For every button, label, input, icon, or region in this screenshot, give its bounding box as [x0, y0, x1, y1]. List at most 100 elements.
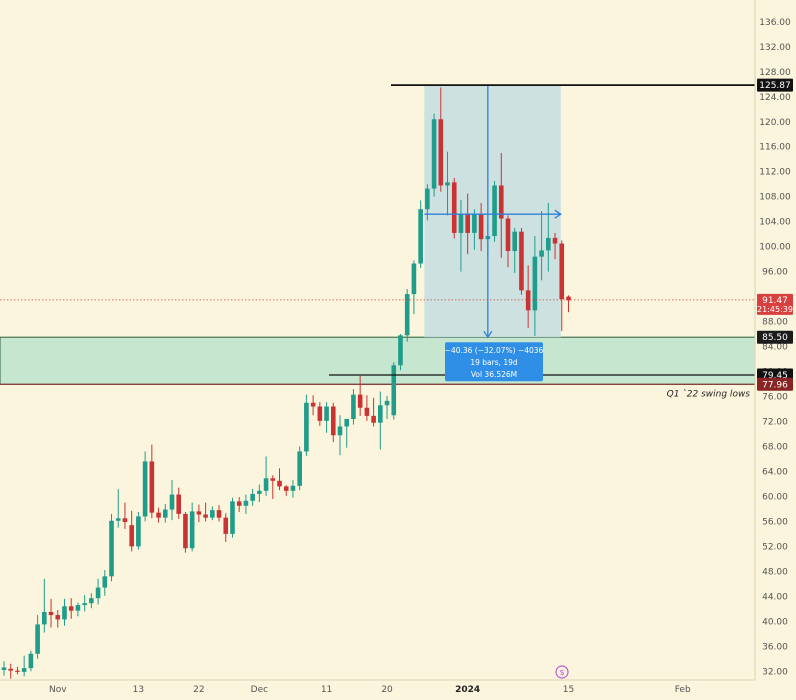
measure-info-line2: 19 bars, 19d: [470, 358, 518, 367]
candle-body: [465, 214, 470, 233]
time-tick-label: 2024: [455, 685, 480, 695]
time-tick-label: 11: [321, 685, 332, 695]
measure-arrows: [424, 85, 562, 339]
time-tick-label: Dec: [251, 685, 268, 695]
candle-body: [277, 480, 282, 487]
candle-body: [498, 185, 504, 219]
candle-body: [196, 511, 202, 515]
candle-body: [324, 406, 329, 421]
time-axis[interactable]: Nov 13 22 Dec 11 20 2024 15 Feb: [49, 685, 691, 695]
price-tick-label: 84.00: [762, 343, 788, 353]
price-tick-label: 48.00: [762, 567, 788, 577]
candle-body: [35, 624, 40, 654]
candle-body: [398, 335, 403, 366]
candle-body: [8, 668, 14, 671]
candle-body: [451, 182, 457, 233]
candle-body: [539, 250, 544, 257]
price-tick-label: 108.00: [759, 193, 791, 203]
candle-body: [290, 485, 296, 491]
candle-body: [438, 119, 444, 186]
zone-top-price-label: 85.50: [757, 330, 793, 344]
candle-body: [384, 400, 390, 406]
zone-bottom-price-label: 77.96: [757, 377, 793, 391]
candle-body: [445, 182, 450, 186]
candle-body: [42, 611, 47, 625]
candle-body: [525, 290, 531, 311]
measure-info-label: −40.36 (−32.07%) −4036 19 bars, 19d Vol …: [445, 342, 544, 382]
candle-body: [115, 518, 121, 521]
candle-body: [478, 213, 484, 240]
candle-body: [546, 237, 551, 251]
top-line-price-text: 125.87: [759, 81, 791, 91]
candle-body: [492, 185, 497, 237]
candle-body: [68, 606, 74, 611]
candle-body: [230, 501, 235, 534]
candle-body: [337, 426, 343, 436]
price-axis[interactable]: 32.00 36.00 40.00 44.00 48.00 52.00 56.00 60.00…: [759, 18, 791, 677]
zone-bottom-price-text: 77.96: [762, 380, 788, 390]
candle-body: [109, 520, 114, 577]
candle-body: [552, 237, 558, 244]
candle-body: [404, 294, 410, 336]
candle-body: [418, 209, 423, 264]
candle-body: [250, 493, 255, 501]
candle-body: [216, 510, 222, 518]
bar-countdown-text: 21:45:39: [757, 305, 793, 314]
candle-body: [263, 478, 269, 491]
candle-body: [48, 611, 54, 616]
candle-body: [89, 598, 94, 604]
candle-body: [371, 415, 376, 423]
candle-body: [505, 218, 511, 252]
price-tick-label: 56.00: [762, 517, 788, 527]
candle-body: [344, 418, 350, 427]
current-price-text: 91.47: [762, 296, 788, 306]
candle-body: [357, 394, 363, 408]
candle-body: [391, 365, 397, 416]
price-tick-label: 76.00: [762, 393, 788, 403]
price-tick-label: 116.00: [759, 143, 791, 153]
time-tick-label: 20: [381, 685, 393, 695]
candle-body: [559, 243, 565, 300]
candle-body: [162, 509, 168, 518]
time-tick-label: 13: [133, 685, 144, 695]
candle-body: [458, 214, 464, 233]
price-tick-label: 96.00: [762, 268, 788, 278]
measure-info-line3: Vol 36.526M: [471, 370, 517, 379]
candle-body: [1, 667, 7, 671]
candle-body: [472, 213, 477, 233]
candle-body: [512, 231, 518, 252]
time-tick-label: Feb: [675, 685, 691, 695]
candle-body: [431, 119, 437, 189]
measure-vertical-arrow-head: [483, 330, 493, 339]
events-icon[interactable]: $: [555, 665, 569, 679]
candle-body: [532, 256, 538, 311]
candle-body: [297, 451, 302, 486]
price-tick-label: 120.00: [759, 118, 791, 128]
price-tick-label: 128.00: [759, 68, 791, 78]
price-tick-label: 68.00: [762, 442, 788, 452]
price-tick-label: 64.00: [762, 467, 788, 477]
candles: [1, 87, 571, 679]
candle-body: [283, 486, 289, 491]
measure-info-background: [445, 342, 543, 382]
candle-body: [210, 510, 215, 518]
candle-body: [136, 516, 141, 547]
candle-body: [21, 668, 27, 672]
price-tick-label: 88.00: [762, 318, 788, 328]
demand-zone: [0, 336, 756, 385]
candle-body: [82, 603, 87, 606]
candle-body: [129, 525, 134, 547]
price-tick-label: 60.00: [762, 492, 788, 502]
swing-lows-annotation: Q1 `22 swing lows: [667, 388, 751, 399]
price-tick-label: 136.00: [759, 18, 791, 28]
candle-body: [310, 402, 316, 407]
candle-body: [102, 576, 108, 588]
candle-body: [149, 461, 155, 513]
candle-body: [351, 394, 356, 419]
price-tick-label: 124.00: [759, 93, 791, 103]
candle-body: [156, 512, 161, 518]
candle-body: [304, 402, 309, 452]
price-tick-label: 40.00: [762, 617, 788, 627]
candle-body: [378, 405, 383, 423]
